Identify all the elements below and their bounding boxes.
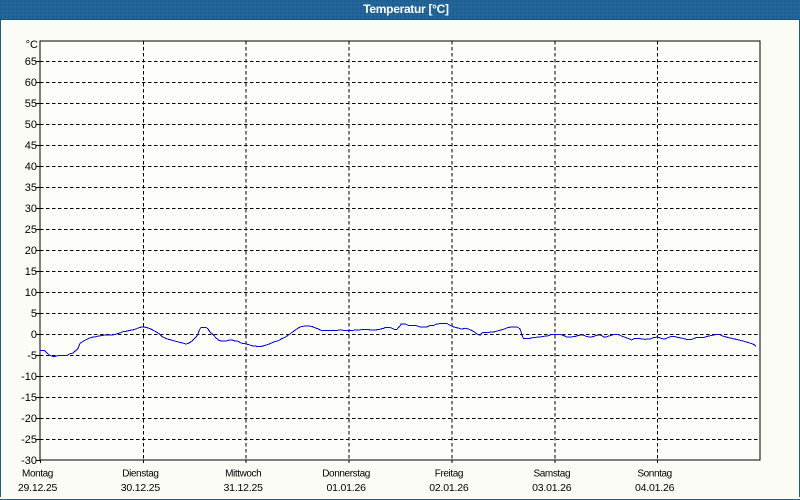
svg-text:-30: -30 — [21, 455, 37, 467]
svg-text:20: 20 — [25, 245, 37, 257]
svg-text:Donnerstag: Donnerstag — [322, 469, 370, 480]
svg-text:65: 65 — [25, 56, 37, 68]
svg-text:Mittwoch: Mittwoch — [225, 469, 261, 480]
svg-text:15: 15 — [25, 266, 37, 278]
svg-text:30.12.25: 30.12.25 — [121, 482, 161, 494]
svg-text:Montag: Montag — [22, 469, 53, 480]
svg-text:5: 5 — [31, 308, 37, 320]
svg-text:45: 45 — [25, 140, 37, 152]
svg-text:40: 40 — [25, 161, 37, 173]
svg-text:55: 55 — [25, 98, 37, 110]
svg-text:35: 35 — [25, 182, 37, 194]
svg-text:-20: -20 — [21, 413, 37, 425]
svg-text:-25: -25 — [21, 434, 37, 446]
svg-text:31.12.25: 31.12.25 — [224, 482, 264, 494]
svg-text:29.12.25: 29.12.25 — [18, 482, 58, 494]
svg-text:04.01.26: 04.01.26 — [635, 482, 675, 494]
svg-text:Freitag: Freitag — [435, 469, 463, 480]
svg-text:02.01.26: 02.01.26 — [429, 482, 469, 494]
svg-text:0: 0 — [31, 329, 37, 341]
svg-text:50: 50 — [25, 119, 37, 131]
svg-text:01.01.26: 01.01.26 — [326, 482, 366, 494]
svg-text:-5: -5 — [27, 350, 37, 362]
svg-text:10: 10 — [25, 287, 37, 299]
svg-text:60: 60 — [25, 77, 37, 89]
svg-text:25: 25 — [25, 224, 37, 236]
svg-text:Sonntag: Sonntag — [637, 469, 671, 480]
svg-text:Samstag: Samstag — [533, 469, 570, 480]
svg-text:-10: -10 — [21, 371, 37, 383]
svg-text:-15: -15 — [21, 392, 37, 404]
svg-text:°C: °C — [26, 39, 38, 51]
svg-text:03.01.26: 03.01.26 — [532, 482, 572, 494]
svg-text:30: 30 — [25, 203, 37, 215]
svg-text:Dienstag: Dienstag — [122, 469, 158, 480]
